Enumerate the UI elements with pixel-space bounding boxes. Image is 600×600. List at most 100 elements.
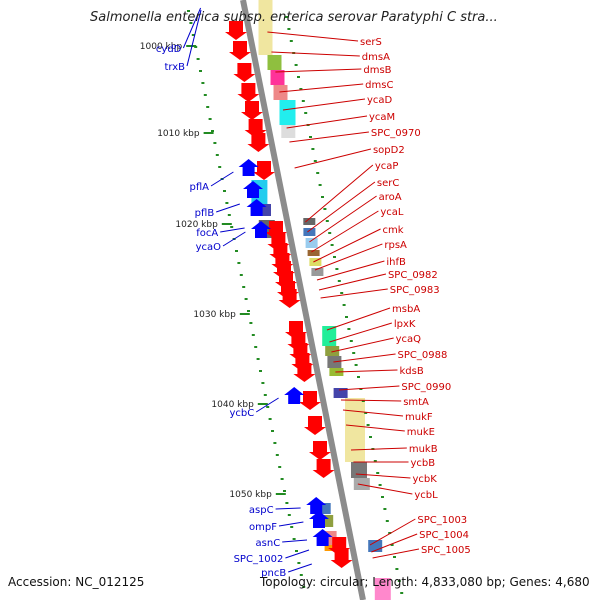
gene-arrow-minus: [284, 387, 305, 404]
gc-dash: [273, 442, 277, 444]
gene-label-SPC_0990: SPC_0990: [401, 382, 451, 393]
gc-dash: [294, 64, 298, 66]
gene-label-lpxK: lpxK: [394, 319, 416, 330]
gene-arrow-plus: [229, 41, 251, 60]
gene-arrow-minus: [312, 529, 333, 546]
gene-label-SPC_0988: SPC_0988: [398, 350, 448, 361]
gc-dash: [275, 454, 279, 456]
gc-dash: [256, 358, 260, 360]
gene-label-ycaO: ycaO: [196, 242, 222, 253]
feature-band: [267, 55, 282, 70]
gc-dash: [352, 352, 356, 354]
gc-dash: [280, 478, 284, 480]
gene-leader-line: [278, 521, 304, 527]
gene-leader-line: [182, 7, 202, 49]
gene-label-smtA: smtA: [403, 397, 429, 408]
gc-dash: [390, 544, 394, 546]
gc-dash: [299, 88, 303, 90]
feature-band: [333, 388, 348, 398]
accession-text: Accession: NC_012125: [8, 575, 145, 589]
feature-band: [351, 462, 367, 478]
gc-dash: [285, 502, 289, 504]
gene-label-SPC_1005: SPC_1005: [421, 545, 471, 556]
feature-band: [374, 578, 391, 600]
gc-dash: [378, 484, 382, 486]
gene-arrow-plus: [330, 549, 353, 568]
gc-dash: [357, 376, 360, 378]
gc-dash: [201, 82, 205, 84]
gc-dash: [345, 316, 348, 318]
gene-leader-line: [289, 131, 369, 143]
tick-label: 1040 kbp: [211, 400, 254, 410]
gene-leader-line: [267, 31, 359, 42]
gene-arrow-plus: [304, 416, 326, 435]
gene-label-cydD: cydD: [156, 44, 182, 55]
gene-leader-line: [340, 399, 402, 402]
gene-arrow-minus: [246, 199, 267, 216]
gc-dash: [340, 292, 344, 294]
gene-leader-line: [282, 98, 366, 111]
gc-dash: [321, 196, 324, 198]
left-gene-labels: cydD trxB pflA pflB focA ycaO ycbC aspC ompF asnC…: [156, 7, 312, 579]
tick-label: 1010 kbp: [157, 129, 200, 139]
gene-leader-line: [186, 9, 202, 67]
feature-band: [309, 258, 322, 266]
gc-dash: [187, 10, 190, 12]
gene-label-ihfB: ihfB: [386, 257, 406, 268]
gene-label-mukB: mukB: [409, 444, 438, 455]
gc-dash: [295, 550, 298, 552]
gc-dash: [316, 172, 320, 174]
gene-arrows: [225, 21, 353, 568]
feature-band: [325, 346, 340, 356]
gc-dash: [268, 418, 272, 420]
gc-dash: [223, 190, 226, 192]
gene-arrow-plus: [233, 63, 256, 82]
scale-ticks: 1000 kbp 1010 kbp 1020 kbp 1030 kbp 1040 kbp…: [140, 42, 286, 500]
gc-dash: [278, 466, 282, 468]
gc-dash: [354, 364, 358, 366]
gc-dash: [206, 106, 210, 108]
gene-leader-line: [371, 533, 418, 553]
gene-label-cmk: cmk: [383, 225, 404, 236]
gc-dash: [328, 232, 332, 234]
tick-label: 1020 kbp: [175, 220, 218, 230]
gc-dash: [299, 574, 303, 576]
gc-dash: [230, 226, 234, 228]
feature-band: [281, 125, 296, 138]
gc-dash: [271, 430, 274, 432]
gene-leader-line: [220, 227, 245, 233]
gene-leader-line: [275, 507, 301, 510]
gc-dash: [287, 28, 291, 30]
gene-label-ycaL: ycaL: [380, 207, 404, 218]
gene-label-SPC_1002: SPC_1002: [234, 554, 284, 565]
feature-band: [307, 250, 320, 256]
gene-label-SPC_0982: SPC_0982: [388, 270, 438, 281]
gene-leader-line: [342, 409, 404, 417]
gene-label-SPC_1003: SPC_1003: [417, 515, 467, 526]
genome-title: Salmonella enterica subsp. enterica sero…: [90, 10, 498, 25]
gc-dash: [208, 118, 212, 120]
gc-dash: [211, 130, 214, 132]
gene-arrow-plus: [241, 101, 263, 120]
gc-dash: [400, 592, 404, 594]
feature-band: [353, 478, 370, 490]
gene-label-dmsC: dmsC: [365, 80, 393, 91]
gene-arrow-plus: [299, 391, 321, 410]
gc-dash: [385, 520, 389, 522]
gc-dash: [251, 334, 255, 336]
genome-info-text: Topology: circular; Length: 4,833,080 bp…: [260, 575, 590, 589]
gene-arrow-minus: [243, 181, 263, 198]
gc-dash: [395, 568, 399, 570]
gc-dash: [189, 22, 193, 24]
gc-dash: [242, 286, 246, 288]
gene-label-kdsB: kdsB: [399, 366, 423, 377]
gene-arrow-plus: [312, 459, 335, 478]
gene-label-pflB: pflB: [195, 208, 215, 219]
gene-arrow-plus: [278, 289, 301, 308]
gc-dots: [187, 10, 404, 594]
genome-backbone: [240, 0, 366, 600]
gc-dash: [325, 220, 329, 222]
gene-label-aroA: aroA: [379, 192, 402, 203]
gene-label-ycaQ: ycaQ: [396, 334, 422, 345]
